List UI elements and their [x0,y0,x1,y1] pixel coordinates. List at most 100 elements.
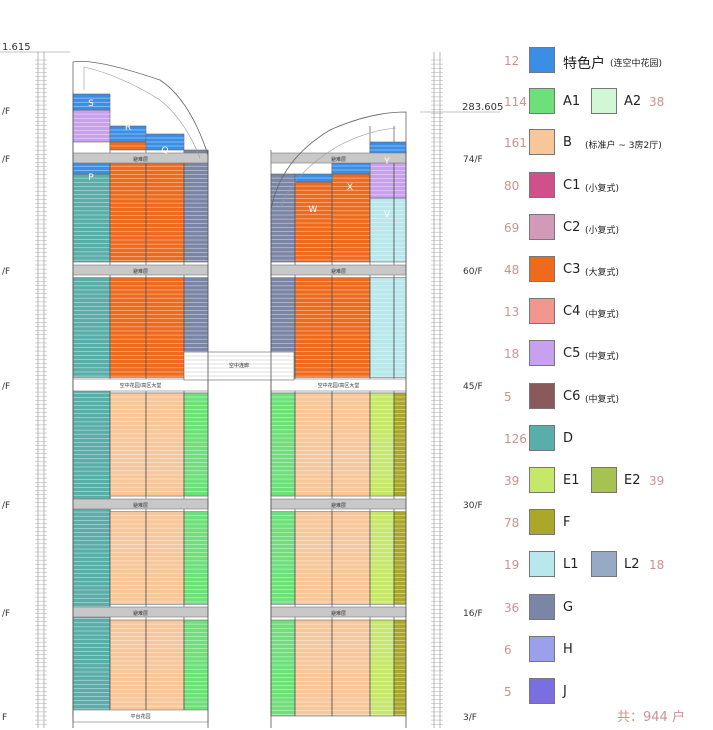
legend-row: 12 特色户 (连空中花园) [500,47,710,75]
special-unit-Q: Q [161,146,168,156]
legend-row: 161 B (标准户 ~ 3房2厅) [500,129,710,157]
legend-row: 39 E1 E2 39 [500,467,710,495]
legend-code: D [563,431,574,446]
unit-band-A1 [270,392,296,497]
legend-swatch [529,47,555,73]
legend-code: C2 [563,220,581,235]
legend-note: (大复式) [585,268,620,278]
legend-swatch [529,340,555,366]
sky-garden-right-label: 空中花园/高区大堂 [318,382,360,389]
unit-band-B [294,619,333,717]
legend-code: C4 [563,304,581,319]
refuge-floor-left-label: 避难层 [133,502,148,509]
unit-band-B [331,392,371,497]
podium-garden-label: 平台花园 [130,713,150,720]
unit-band-D [72,277,111,378]
legend-swatch-2 [591,467,617,493]
unit-band-F [393,392,407,497]
unit-band-F [393,511,407,605]
unit-band-A1 [270,511,296,605]
sky-garden-left-label: 空中花园/高区大堂 [120,382,162,389]
legend-row: 13 C4 (中复式) [500,298,710,326]
unit-band-B [145,619,185,717]
legend-row: 69 C2 (小复式) [500,214,710,242]
special-unit-W: W [309,205,318,215]
special-unit-Y: Y [383,157,390,167]
unit-band-D [72,384,111,717]
legend-swatch-2 [591,88,617,114]
floor-scales [0,51,500,728]
legend-swatch [529,551,555,577]
legend-count: 48 [504,263,520,277]
unit-band-L1 [369,277,395,378]
legend-count: 12 [504,54,520,68]
unit-band-A1 [183,619,209,717]
legend-swatch [529,425,555,451]
unit-band-G [183,157,209,263]
legend-count: 114 [504,95,527,109]
left-tower [72,93,209,717]
unit-band-D [72,173,111,263]
left-floor-label: /F [2,267,10,277]
unit-band-E1 [369,392,395,497]
legend-row: 18 C5 (中复式) [500,340,710,368]
refuge-floor-right-label: 避难层 [331,610,346,617]
left-floor-label: /F [2,382,10,392]
legend-count: 5 [504,390,512,404]
special-unit-X: X [347,183,353,193]
refuge-floor-left-label: 避难层 [133,610,148,617]
unit-band-B [294,392,333,497]
legend-row: 36 G [500,594,710,622]
legend-row: 48 C3 (大复式) [500,256,710,284]
total-units: 共：944 户 [617,710,685,725]
legend-swatch [529,214,555,240]
legend-swatch [529,298,555,324]
right-crown-inner [279,127,397,209]
special-unit-S: S [88,99,94,109]
special-unit-R: R [125,123,131,133]
legend-row: 80 C1 (小复式) [500,172,710,200]
unit-band-G [270,173,296,263]
left-crown-inner [83,66,201,159]
sky-bridge-label: 空中连廊 [229,362,249,369]
unit-band-E1 [369,511,395,605]
legend-count: 69 [504,221,520,235]
right-floor-label: 60/F [463,267,483,277]
legend-swatch [529,88,555,114]
sky-bridge [183,351,295,381]
right-floor-label: 45/F [463,382,483,392]
unit-band-C5 [393,157,407,199]
legend-swatch [529,172,555,198]
unit-band-C3 [145,277,185,378]
refuge-floor-right-label: 避难层 [331,502,346,509]
unit-band-B [109,392,147,497]
legend-code: C6 [563,389,581,404]
unit-band-C3 [331,173,371,263]
refuge-floor-left-label: 避难层 [133,156,148,163]
legend-note: (标准户 ~ 3房2厅) [585,141,662,151]
elevation-right: 283.605 [462,102,503,113]
legend-swatch [529,129,555,155]
unit-band-B [145,392,185,497]
legend-code: 特色户 [563,56,605,72]
legend-code-2: E2 [624,473,641,488]
special-unit-V: V [384,210,391,220]
legend-count: 39 [504,474,520,488]
legend-count: 80 [504,179,520,193]
legend-count-2: 18 [649,558,665,572]
legend-code: B [563,135,572,150]
legend-count: 13 [504,305,520,319]
legend-swatch [529,467,555,493]
right-floor-label: 3/F [463,713,477,723]
legend-count: 18 [504,347,520,361]
right-floor-label: 30/F [463,501,483,511]
legend-row: 5 C6 (中复式) [500,383,710,411]
unit-band-F [393,619,407,717]
refuge-floor-right-label: 避难层 [331,156,346,163]
unit-band-B [109,511,147,605]
legend-note: (连空中花园) [610,59,663,69]
legend-code: G [563,600,574,615]
legend-count-2: 38 [649,95,665,109]
